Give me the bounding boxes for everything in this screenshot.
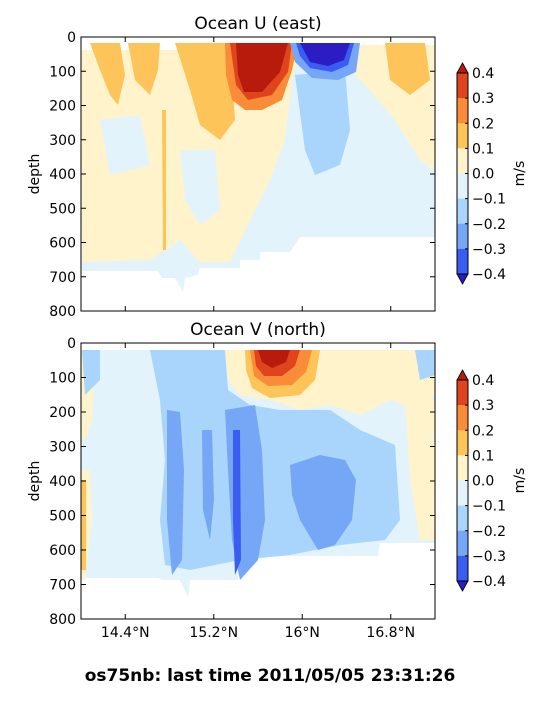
colorbar-swatch	[457, 248, 468, 275]
x-tick-label: 16°N	[285, 625, 320, 641]
colorbar-tick-label: 0.1	[472, 448, 494, 464]
contour-field	[81, 37, 435, 311]
y-tick-label: 500	[49, 201, 76, 217]
x-axis: 14.4°N 15.2°N 16°N 16.8°N	[101, 343, 415, 641]
y-tick-label: 100	[49, 64, 76, 80]
panel-ocean-u: Ocean U (east)	[27, 14, 528, 320]
colorbar-tick-label: −0.3	[472, 242, 506, 258]
y-axis-label: depth	[27, 154, 43, 195]
colorbar: 0.4 0.3 0.2 0.1 0.0 −0.1 −0.2 −0.3 −0.4 m/s	[456, 62, 528, 285]
y-tick-label: 400	[49, 167, 76, 183]
colorbar-tick-label: 0.3	[472, 398, 494, 414]
colorbar-swatch	[457, 430, 468, 456]
colorbar: 0.4 0.3 0.2 0.1 0.0 −0.1 −0.2 −0.3 −0.4 m/s	[456, 369, 528, 592]
colorbar-over-arrow	[456, 62, 469, 74]
y-tick-label: 100	[49, 371, 76, 387]
y-tick-label: 700	[49, 578, 76, 594]
contour-field	[81, 343, 435, 619]
y-tick-label: 800	[49, 612, 76, 628]
colorbar-tick-label: −0.4	[472, 267, 506, 283]
y-tick-label: 200	[49, 405, 76, 421]
y-tick-label: 400	[49, 474, 76, 490]
y-tick-label: 300	[49, 440, 76, 456]
y-tick-label: 600	[49, 236, 76, 252]
y-tick-label: 500	[49, 509, 76, 525]
colorbar-tick-label: 0.0	[472, 474, 494, 490]
x-tick-label: 14.4°N	[101, 625, 150, 641]
x-axis	[124, 37, 392, 311]
colorbar-unit-label: m/s	[512, 161, 528, 187]
y-tick-label: 200	[49, 99, 76, 115]
colorbar-swatch	[457, 148, 468, 174]
footer-caption: os75nb: last time 2011/05/05 23:31:26	[84, 666, 456, 686]
panel-title: Ocean U (east)	[194, 14, 321, 34]
colorbar-swatch	[457, 98, 468, 124]
colorbar-swatch	[457, 198, 468, 225]
y-tick-label: 600	[49, 543, 76, 559]
colorbar-swatch	[457, 505, 468, 532]
colorbar-tick-label: 0.1	[472, 141, 494, 157]
colorbar-swatch	[457, 73, 468, 99]
colorbar-tick-label: −0.4	[472, 574, 506, 590]
colorbar-swatch	[457, 173, 468, 199]
colorbar-tick-label: −0.3	[472, 549, 506, 565]
panel-ocean-v: Ocean V (north)	[27, 320, 528, 641]
y-axis-label: depth	[27, 461, 43, 502]
colorbar-tick-label: 0.2	[472, 116, 494, 132]
colorbar-swatch	[457, 223, 468, 250]
y-tick-label: 700	[49, 270, 76, 286]
colorbar-swatch	[457, 555, 468, 582]
colorbar-under-arrow	[456, 273, 469, 285]
y-tick-label: 300	[49, 133, 76, 149]
colorbar-tick-label: −0.2	[472, 524, 506, 540]
y-tick-label: 800	[49, 304, 76, 320]
colorbar-swatch	[457, 455, 468, 481]
colorbar-under-arrow	[456, 580, 469, 592]
y-tick-label: 0	[67, 336, 76, 352]
y-tick-label: 0	[67, 30, 76, 46]
panel-title: Ocean V (north)	[190, 320, 326, 340]
colorbar-tick-label: 0.0	[472, 167, 494, 183]
colorbar-tick-label: −0.2	[472, 217, 506, 233]
colorbar-tick-label: 0.3	[472, 91, 494, 107]
y-axis: 0 100 200 300 400 500 600 700 800	[49, 30, 435, 320]
x-tick-label: 16.8°N	[366, 625, 415, 641]
colorbar-tick-label: 0.4	[472, 373, 494, 389]
colorbar-tick-label: 0.4	[472, 66, 494, 82]
colorbar-swatch	[457, 530, 468, 557]
colorbar-tick-label: −0.1	[472, 499, 506, 515]
colorbar-swatch	[457, 405, 468, 431]
colorbar-unit-label: m/s	[512, 468, 528, 494]
colorbar-swatch	[457, 123, 468, 149]
y-axis: 0 100 200 300 400 500 600 700 800	[49, 336, 435, 628]
x-tick-label: 15.2°N	[189, 625, 238, 641]
colorbar-swatch	[457, 480, 468, 506]
colorbar-tick-label: −0.1	[472, 192, 506, 208]
colorbar-swatch	[457, 380, 468, 406]
colorbar-over-arrow	[456, 369, 469, 381]
colorbar-tick-label: 0.2	[472, 423, 494, 439]
